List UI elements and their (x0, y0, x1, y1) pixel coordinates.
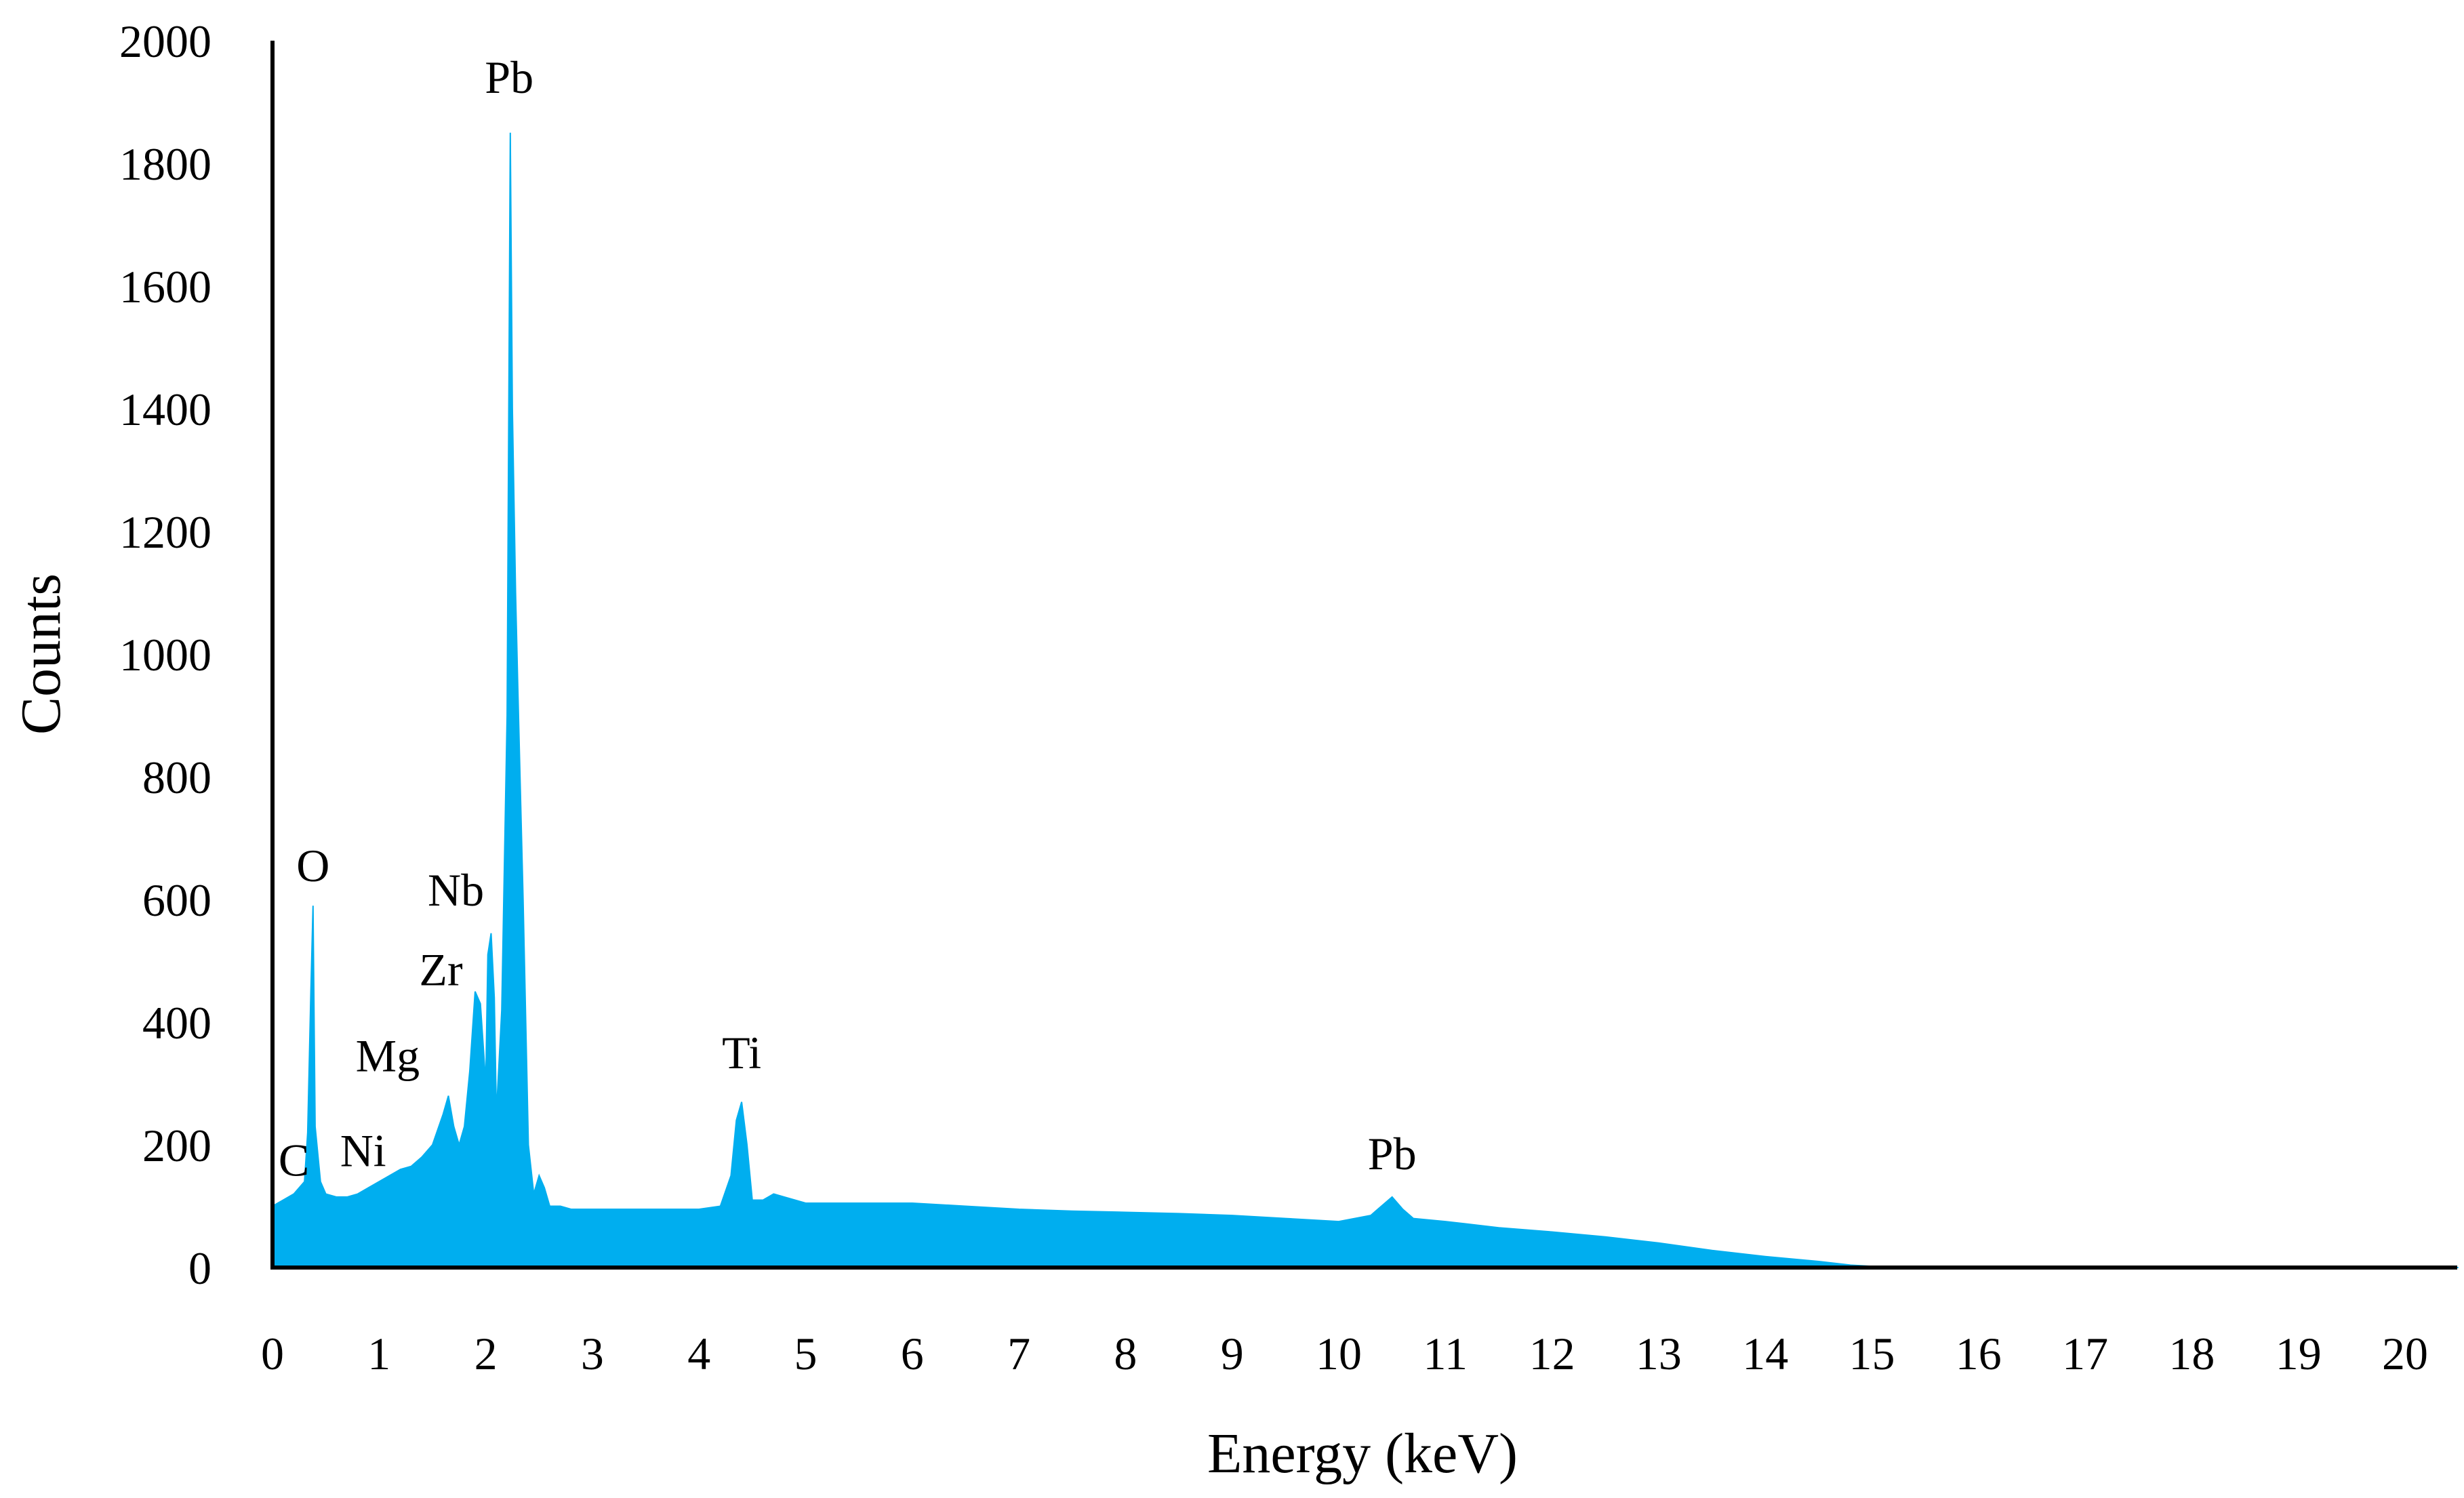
peak-label-o: O (296, 840, 329, 891)
x-tick-label: 6 (901, 1328, 924, 1379)
y-tick-label: 1000 (119, 629, 211, 681)
x-tick-label: 17 (2062, 1328, 2108, 1379)
x-tick-label: 19 (2276, 1328, 2322, 1379)
y-axis-title: Counts (9, 573, 73, 735)
y-tick-labels: 0 200 400 600 800 1000 1200 1400 1600 1800 2000 (119, 16, 211, 1294)
x-tick-label: 2 (474, 1328, 498, 1379)
x-tick-label: 9 (1221, 1328, 1244, 1379)
x-tick-label: 10 (1316, 1328, 1362, 1379)
y-tick-label: 1600 (119, 261, 211, 312)
x-tick-label: 13 (1636, 1328, 1682, 1379)
x-tick-label: 5 (794, 1328, 817, 1379)
x-tick-label: 18 (2168, 1328, 2215, 1379)
peak-label-nb: Nb (428, 864, 484, 916)
axes (270, 41, 2457, 1270)
x-tick-label: 11 (1423, 1328, 1468, 1379)
y-tick-label: 1400 (119, 384, 211, 435)
y-tick-label: 2000 (119, 16, 211, 67)
peak-label-pb: Pb (485, 52, 533, 103)
peak-label-c: C (279, 1134, 309, 1186)
x-tick-label: 1 (367, 1328, 390, 1379)
y-tick-label: 1800 (119, 138, 211, 190)
y-tick-label: 800 (142, 752, 211, 803)
x-tick-label: 3 (581, 1328, 604, 1379)
x-tick-label: 20 (2382, 1328, 2428, 1379)
peak-annotations: C O Ni Mg Zr Nb Pb Ti Pb (279, 52, 1417, 1186)
y-tick-label: 200 (142, 1120, 211, 1171)
peak-label-ti: Ti (722, 1027, 761, 1078)
x-tick-label: 12 (1529, 1328, 1575, 1379)
spectrum-area (272, 132, 2459, 1268)
x-tick-label: 16 (1956, 1328, 2002, 1379)
x-axis-title: Energy (keV) (1207, 1422, 1518, 1485)
x-tick-labels: 0 1 2 3 4 5 6 7 8 9 10 11 12 13 14 15 16 17 18 19 20 (261, 1328, 2428, 1379)
y-tick-label: 600 (142, 874, 211, 926)
x-tick-label: 15 (1849, 1328, 1895, 1379)
x-tick-label: 0 (261, 1328, 284, 1379)
peak-label-zr: Zr (419, 944, 463, 996)
x-tick-label: 8 (1114, 1328, 1137, 1379)
x-tick-label: 7 (1007, 1328, 1030, 1379)
peak-label-pb: Pb (1368, 1128, 1417, 1179)
x-tick-label: 4 (687, 1328, 710, 1379)
y-tick-label: 400 (142, 997, 211, 1049)
spectrum-series-0 (272, 132, 2459, 1268)
y-tick-label: 1200 (119, 506, 211, 558)
peak-label-ni: Ni (340, 1125, 386, 1177)
y-tick-label: 0 (188, 1242, 211, 1294)
x-tick-label: 14 (1742, 1328, 1788, 1379)
peak-label-mg: Mg (356, 1030, 420, 1081)
